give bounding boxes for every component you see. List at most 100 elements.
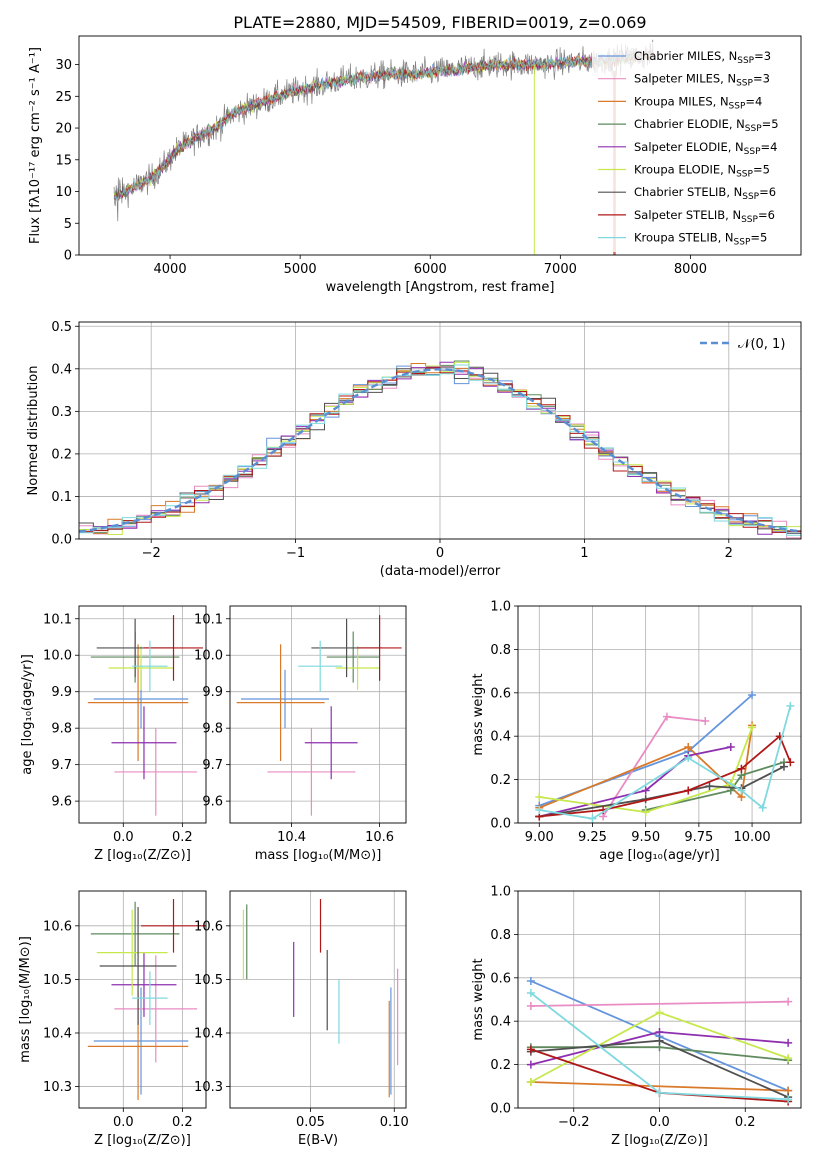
weight-marker bbox=[737, 764, 746, 773]
age_weight-frame bbox=[517, 605, 802, 824]
age_weight-xtick-label: 9.00 bbox=[525, 830, 554, 845]
spectrum-legend-label: Salpeter STELIB, NSSP=6 bbox=[634, 208, 775, 225]
z_mass-plot-area bbox=[79, 891, 206, 1108]
spectrum-ytick-label: 30 bbox=[55, 58, 72, 73]
residuals-xlabel: (data-model)/error bbox=[380, 564, 501, 579]
z_age-ytick-label: 10.1 bbox=[43, 612, 72, 627]
residual-histogram bbox=[79, 364, 801, 536]
spectrum-ytick-label: 0 bbox=[64, 249, 72, 264]
mass_age-ytick-label: 9.9 bbox=[202, 685, 223, 700]
residuals-ytick-label: 0.1 bbox=[51, 490, 72, 505]
weight-marker bbox=[655, 1088, 664, 1097]
residual-histogram bbox=[79, 361, 801, 535]
ebv_mass-xtick-label: 0.10 bbox=[380, 1115, 409, 1130]
weight-marker bbox=[526, 988, 535, 997]
spectrum-legend-label: Chabrier ELODIE, NSSP=5 bbox=[634, 117, 779, 134]
weight-marker bbox=[655, 1036, 664, 1045]
z_weight-xtick-label: 0.0 bbox=[649, 1115, 670, 1130]
mass_age-panel: 10.4 10.6 9.6 9.7 9.8 9.9 10.0 10.1 mass [log₁₀(… bbox=[194, 605, 407, 863]
ebv_mass-ytick-label: 10.3 bbox=[194, 1080, 223, 1095]
z_mass-frame bbox=[78, 890, 207, 1109]
residuals-panel: −2 −1 0 1 2 0.0 0.1 0.2 0.3 0.4 0.5 (data-model)/er… bbox=[26, 320, 802, 579]
weight-marker bbox=[655, 1008, 664, 1017]
z_weight-ytick-label: 1.0 bbox=[490, 885, 511, 900]
mass_age-ytick-label: 9.7 bbox=[202, 758, 223, 773]
figure-title: PLATE=2880, MJD=54509, FIBERID=0019, z=0… bbox=[233, 13, 646, 32]
weight-marker bbox=[748, 690, 757, 699]
residuals-ytick-label: 0.5 bbox=[51, 320, 72, 335]
residuals-xtick-label: 2 bbox=[725, 546, 733, 561]
weight-marker bbox=[684, 786, 693, 795]
z_age-xlabel: Z [log₁₀(Z/Z⊙)] bbox=[94, 848, 191, 863]
spectrum-legend-label: Chabrier STELIB, NSSP=6 bbox=[634, 185, 776, 202]
weight-marker bbox=[786, 701, 795, 710]
age_weight-ytick-label: 0.2 bbox=[490, 773, 511, 788]
spectrum-frame bbox=[78, 35, 802, 256]
weight-marker bbox=[784, 1054, 793, 1063]
age_weight-ytick-label: 1.0 bbox=[490, 600, 511, 615]
ebv_mass-plot-area bbox=[230, 891, 406, 1108]
spectrum-legend-label: Salpeter MILES, NSSP=3 bbox=[634, 72, 770, 89]
z_age-ytick-label: 10.0 bbox=[43, 649, 72, 664]
residuals-ytick-label: 0.2 bbox=[51, 447, 72, 462]
weight-marker bbox=[726, 743, 735, 752]
spectrum-ytick-label: 20 bbox=[55, 122, 72, 137]
residuals-ytick-label: 0.3 bbox=[51, 405, 72, 420]
mass_age-xtick-label: 10.6 bbox=[365, 830, 394, 845]
z_age-xtick-label: 0.0 bbox=[113, 830, 134, 845]
weight-marker bbox=[535, 805, 544, 814]
spectrum-xlabel: wavelength [Angstrom, rest frame] bbox=[326, 280, 555, 295]
weight-line bbox=[530, 1000, 789, 1007]
spectrum-ytick-label: 25 bbox=[55, 90, 72, 105]
spectrum-xtick-label: 8000 bbox=[674, 262, 707, 277]
ebv_mass-xlabel: E(B-V) bbox=[298, 1133, 338, 1148]
spectrum-ytick-label: 5 bbox=[64, 217, 72, 232]
weight-marker bbox=[784, 997, 793, 1006]
spectrum-model-line bbox=[113, 50, 654, 201]
age_weight-xtick-label: 9.50 bbox=[631, 830, 660, 845]
z_mass-ytick-label: 10.3 bbox=[43, 1080, 72, 1095]
z_mass-xlabel: Z [log₁₀(Z/Z⊙)] bbox=[94, 1133, 191, 1148]
weight-marker bbox=[748, 723, 757, 732]
weight-marker bbox=[701, 717, 710, 726]
age_weight-ytick-label: 0.8 bbox=[490, 643, 511, 658]
weight-line bbox=[539, 746, 731, 818]
ebv_mass-panel: 0.05 0.10 10.3 10.4 10.5 10.6 E(B-V) bbox=[194, 890, 409, 1148]
weight-marker bbox=[784, 1095, 793, 1104]
spectrum-ylabel: Flux [fλ10⁻¹⁷ erg cm⁻² s⁻¹ A⁻¹] bbox=[28, 47, 43, 244]
weight-marker bbox=[526, 1077, 535, 1086]
ebv_mass-frame bbox=[229, 890, 407, 1109]
z_age-ytick-label: 9.6 bbox=[51, 795, 72, 810]
mass_age-ytick-label: 10.0 bbox=[194, 649, 223, 664]
z_mass-panel: 0.0 0.2 10.3 10.4 10.5 10.6 Z [log₁₀(Z/Z⊙)] mas… bbox=[18, 890, 207, 1148]
mass_age-xtick-label: 10.4 bbox=[277, 830, 306, 845]
spectrum-xtick-label: 6000 bbox=[414, 262, 447, 277]
weight-marker bbox=[705, 782, 714, 791]
z_weight-ytick-label: 0.6 bbox=[490, 971, 511, 986]
z_weight-panel: −0.2 0.0 0.2 0.0 0.2 0.4 0.6 0.8 1.0 Z [log₁₀(Z/Z… bbox=[471, 885, 802, 1148]
weight-marker bbox=[737, 786, 746, 795]
spectrum-xtick-label: 5000 bbox=[284, 262, 317, 277]
z_mass-xtick-label: 0.0 bbox=[113, 1115, 134, 1130]
spectrum-ytick-label: 15 bbox=[55, 153, 72, 168]
spectrum-plot-area bbox=[113, 39, 655, 255]
mass_age-plot-area bbox=[230, 606, 406, 823]
z_weight-ytick-label: 0.4 bbox=[490, 1015, 511, 1030]
age_weight-xtick-label: 10.00 bbox=[733, 830, 770, 845]
z_mass-xtick-label: 0.2 bbox=[172, 1115, 193, 1130]
z_weight-frame bbox=[517, 890, 802, 1109]
residuals-ylabel: Normed distribution bbox=[26, 366, 41, 496]
ebv_mass-ytick-label: 10.5 bbox=[194, 973, 223, 988]
mass_age-ytick-label: 10.1 bbox=[194, 612, 223, 627]
weight-marker bbox=[684, 743, 693, 752]
z_weight-ytick-label: 0.2 bbox=[490, 1058, 511, 1073]
ebv_mass-ytick-label: 10.4 bbox=[194, 1026, 223, 1041]
residuals-xtick-label: 1 bbox=[580, 546, 588, 561]
z_age-xtick-label: 0.2 bbox=[172, 830, 193, 845]
weight-marker bbox=[784, 1038, 793, 1047]
spectrum-legend-label: Kroupa MILES, NSSP=4 bbox=[634, 94, 762, 111]
residuals-xtick-label: −1 bbox=[286, 546, 305, 561]
age_weight-ytick-label: 0.4 bbox=[490, 730, 511, 745]
age_weight-ylabel: mass weight bbox=[471, 673, 486, 755]
